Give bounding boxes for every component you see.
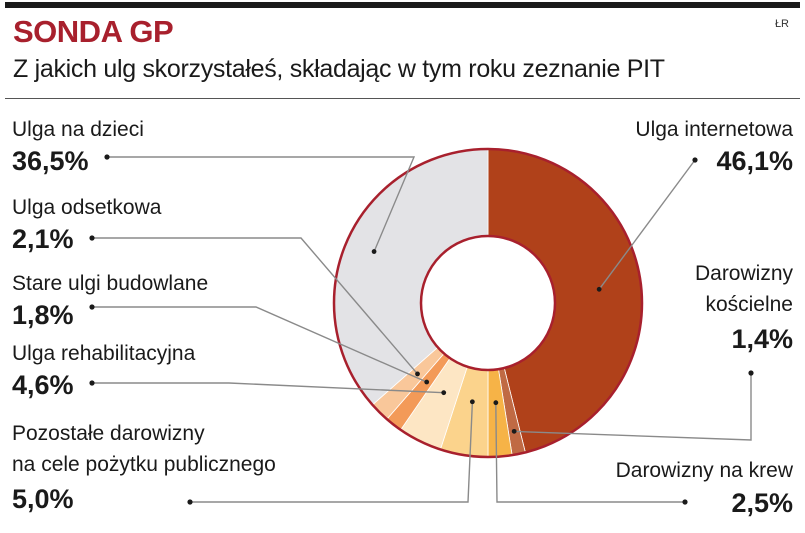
chart-subtitle: Z jakich ulg skorzystałeś, składając w t… xyxy=(13,55,665,83)
leader-dot-outer-6 xyxy=(89,235,95,241)
leader-dot-inner-5 xyxy=(424,379,430,385)
slice-label-4-line-0: Ulga rehabilitacyjna xyxy=(12,342,196,365)
slice-label-3-line-1: na cele pożytku publicznego xyxy=(12,453,276,476)
slice-label-1-line-0: Darowizny xyxy=(695,262,794,285)
chart-title: SONDA GP xyxy=(13,14,174,49)
leader-line-1 xyxy=(514,373,752,441)
ring-outer-outline xyxy=(332,147,644,459)
slice-label-5-line-0: Stare ulgi budowlane xyxy=(12,272,208,295)
leader-dot-outer-1 xyxy=(748,370,754,376)
leader-dot-outer-4 xyxy=(89,380,95,386)
slice-value-4: 4,6% xyxy=(12,370,74,400)
leader-dot-outer-5 xyxy=(89,304,95,310)
top-rule xyxy=(5,2,800,8)
leader-line-4 xyxy=(92,382,444,394)
leader-dot-outer-7 xyxy=(104,154,110,160)
leader-dot-inner-0 xyxy=(596,286,602,292)
slices-group xyxy=(332,147,644,459)
slice-value-5: 1,8% xyxy=(12,300,74,330)
slice-label-6-line-0: Ulga odsetkowa xyxy=(12,196,162,219)
leader-line-2 xyxy=(495,402,685,503)
leader-line-3 xyxy=(190,401,474,503)
leader-dot-outer-0 xyxy=(692,157,698,163)
labels-group: Ulga internetowa 46,1% Darowizny kościelne 1… xyxy=(12,118,794,518)
leader-line-0 xyxy=(598,159,696,290)
slice-value-0: 46,1% xyxy=(716,146,793,176)
leader-dot-inner-1 xyxy=(511,428,517,434)
header-rule xyxy=(5,98,800,99)
leader-line-7 xyxy=(107,156,416,252)
slice-value-7: 36,5% xyxy=(12,146,89,176)
slice-value-3: 5,0% xyxy=(12,484,74,514)
ring-inner-outline xyxy=(419,234,557,372)
slice-label-3-line-0: Pozostałe darowizny xyxy=(12,422,205,445)
leader-line-6 xyxy=(92,237,419,375)
slice-label-0-line-0: Ulga internetowa xyxy=(635,118,793,141)
slice-value-1: 1,4% xyxy=(731,324,793,354)
leader-dot-outer-2 xyxy=(682,499,688,505)
leader-dot-inner-3 xyxy=(469,399,475,405)
slice-label-2-line-0: Darowizny na krew xyxy=(616,459,794,482)
leader-dot-inner-7 xyxy=(371,249,377,254)
leaders-group xyxy=(89,154,754,505)
slice-label-1-line-1: kościelne xyxy=(705,293,793,316)
leader-dot-inner-2 xyxy=(493,400,499,406)
slice-label-7-line-0: Ulga na dzieci xyxy=(12,118,144,141)
slice-value-6: 2,1% xyxy=(12,224,74,254)
leader-line-5 xyxy=(92,306,427,383)
leader-dot-outer-3 xyxy=(187,499,193,505)
source-credit: ŁR xyxy=(774,18,789,30)
leader-dot-inner-6 xyxy=(415,371,420,377)
slice-value-2: 2,5% xyxy=(731,488,793,518)
leader-dot-inner-4 xyxy=(441,390,447,396)
